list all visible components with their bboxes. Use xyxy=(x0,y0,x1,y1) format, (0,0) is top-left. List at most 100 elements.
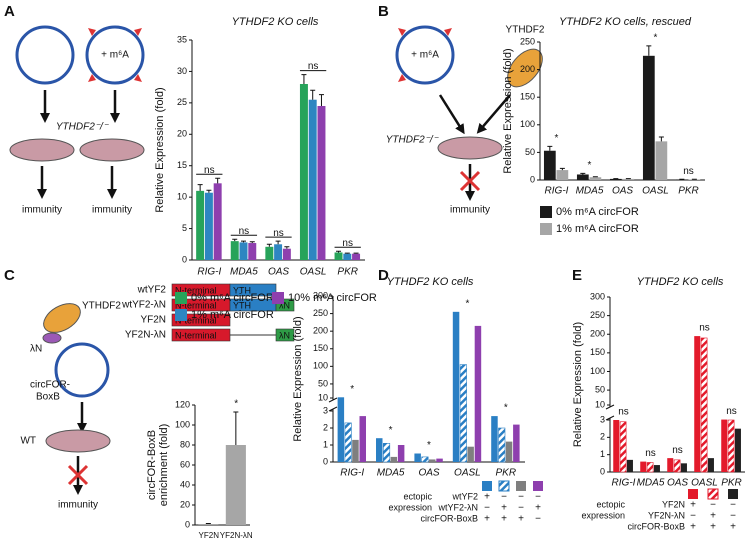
ythdf2-protein xyxy=(43,303,81,333)
immunity-label: immunity xyxy=(22,205,62,216)
bar xyxy=(436,458,443,462)
annotation: * xyxy=(588,160,592,171)
bar xyxy=(429,459,436,462)
legend-swatch xyxy=(728,489,738,499)
annotation: * xyxy=(555,133,559,144)
error-bar xyxy=(301,74,307,84)
y-tick-label: 3 xyxy=(323,405,328,415)
domain xyxy=(171,328,231,342)
y-axis-label: Relative Expression (fold) xyxy=(292,316,304,441)
bar xyxy=(653,465,660,472)
table-mark: − xyxy=(535,514,541,525)
bar xyxy=(390,456,398,462)
table-mark: − xyxy=(690,511,696,522)
bar xyxy=(734,428,741,472)
legend-swatch xyxy=(482,481,492,491)
y-tick-label: 0 xyxy=(323,456,328,466)
protein-label: YTHDF2 xyxy=(82,301,121,312)
bar xyxy=(626,459,633,472)
bar xyxy=(609,178,622,180)
y-tick-label: 30 xyxy=(177,66,187,76)
error-bar xyxy=(266,243,272,247)
annotation: * xyxy=(465,298,469,309)
m6a-marks xyxy=(88,28,142,82)
error-bar xyxy=(353,252,359,254)
y-tick-label: 50 xyxy=(525,147,535,157)
bar xyxy=(198,524,219,525)
x-tick-label: PKR xyxy=(678,186,699,197)
error-bar xyxy=(646,45,652,56)
bar xyxy=(474,325,482,462)
x-tick-label: OAS xyxy=(612,186,633,197)
table-mark: + xyxy=(501,503,507,514)
bar xyxy=(282,248,291,260)
bar xyxy=(556,170,569,180)
protein-label: YTHDF2 xyxy=(506,25,545,36)
y-tick-label: 0 xyxy=(182,254,187,264)
domain-label: N-terminal xyxy=(175,330,217,340)
x-tick-label: OASL xyxy=(691,478,718,489)
x-tick-label: PKR xyxy=(337,267,358,278)
table-mark: + xyxy=(710,522,716,533)
error-bar xyxy=(318,94,324,106)
y-tick-label: 2 xyxy=(323,422,328,432)
y-tick-label: 0 xyxy=(530,174,535,184)
error-bar xyxy=(592,176,598,178)
y-tick-label: 50 xyxy=(595,384,605,394)
arrow xyxy=(476,94,511,134)
legend-label: 10% m⁶A circFOR xyxy=(288,292,377,304)
construct-name: YF2N-λN xyxy=(125,330,166,341)
x-tick-label: YF2N-λN xyxy=(220,531,253,540)
y-axis-label: circFOR-BoxB xyxy=(146,430,158,500)
bar xyxy=(619,421,627,473)
annotation: ns xyxy=(239,226,250,237)
table-mark: + xyxy=(501,514,507,525)
legend-swatch xyxy=(516,481,526,491)
y-tick-label: 200 xyxy=(590,329,605,339)
bar xyxy=(359,416,366,462)
legend-swatch xyxy=(175,292,187,304)
bar xyxy=(317,106,326,260)
table-row-name: circFOR-BoxB xyxy=(627,521,685,531)
y-axis-label: Relative Expression (fold) xyxy=(154,87,166,212)
legend-label: 0% m⁶A circFOR xyxy=(556,206,639,218)
table-label: ectopic xyxy=(403,491,432,501)
error-bar xyxy=(344,252,350,254)
annotation: ns xyxy=(726,406,737,417)
y-tick-label: 150 xyxy=(520,92,535,102)
bar xyxy=(694,336,701,472)
construct-name: wtYF2 xyxy=(137,285,167,296)
legend-swatch xyxy=(688,489,698,499)
bar xyxy=(383,442,391,463)
charts: YTHDF2 KO cells Relative Expression (fold… xyxy=(146,16,745,540)
legend-swatch xyxy=(498,480,510,492)
y-tick-label: 20 xyxy=(180,499,190,509)
bar xyxy=(700,337,708,473)
chart-title: YTHDF2 KO cells xyxy=(387,276,474,288)
y-tick-label: 1 xyxy=(323,439,328,449)
schematic-a: + m⁶A YTHDF2⁻/⁻ immunity immunity xyxy=(9,25,145,216)
bar xyxy=(459,364,467,463)
domain-label: N-terminal xyxy=(175,315,217,325)
y-tick-label: 3 xyxy=(600,414,605,424)
domain xyxy=(229,283,277,297)
annotation: ns xyxy=(699,323,710,334)
table-label: ectopic xyxy=(596,499,625,509)
bar xyxy=(248,243,257,260)
table-mark: − xyxy=(535,492,541,503)
bar xyxy=(467,446,474,462)
annotation: ns xyxy=(342,238,353,249)
bar xyxy=(308,99,317,260)
error-bar xyxy=(658,136,664,142)
table-mark: + xyxy=(690,522,696,533)
chart-title: YTHDF2 KO cells xyxy=(637,276,724,288)
bar xyxy=(613,420,620,472)
x-tick-label: OAS xyxy=(667,478,688,489)
y-tick-label: 15 xyxy=(177,160,187,170)
circrna xyxy=(54,342,110,398)
y-axis-label: enrichment (fold) xyxy=(158,424,170,507)
table-mark: − xyxy=(484,503,490,514)
table-mark: − xyxy=(710,500,716,511)
m6a-label: + m⁶A xyxy=(101,50,129,61)
y-tick-label: 10 xyxy=(177,192,187,202)
